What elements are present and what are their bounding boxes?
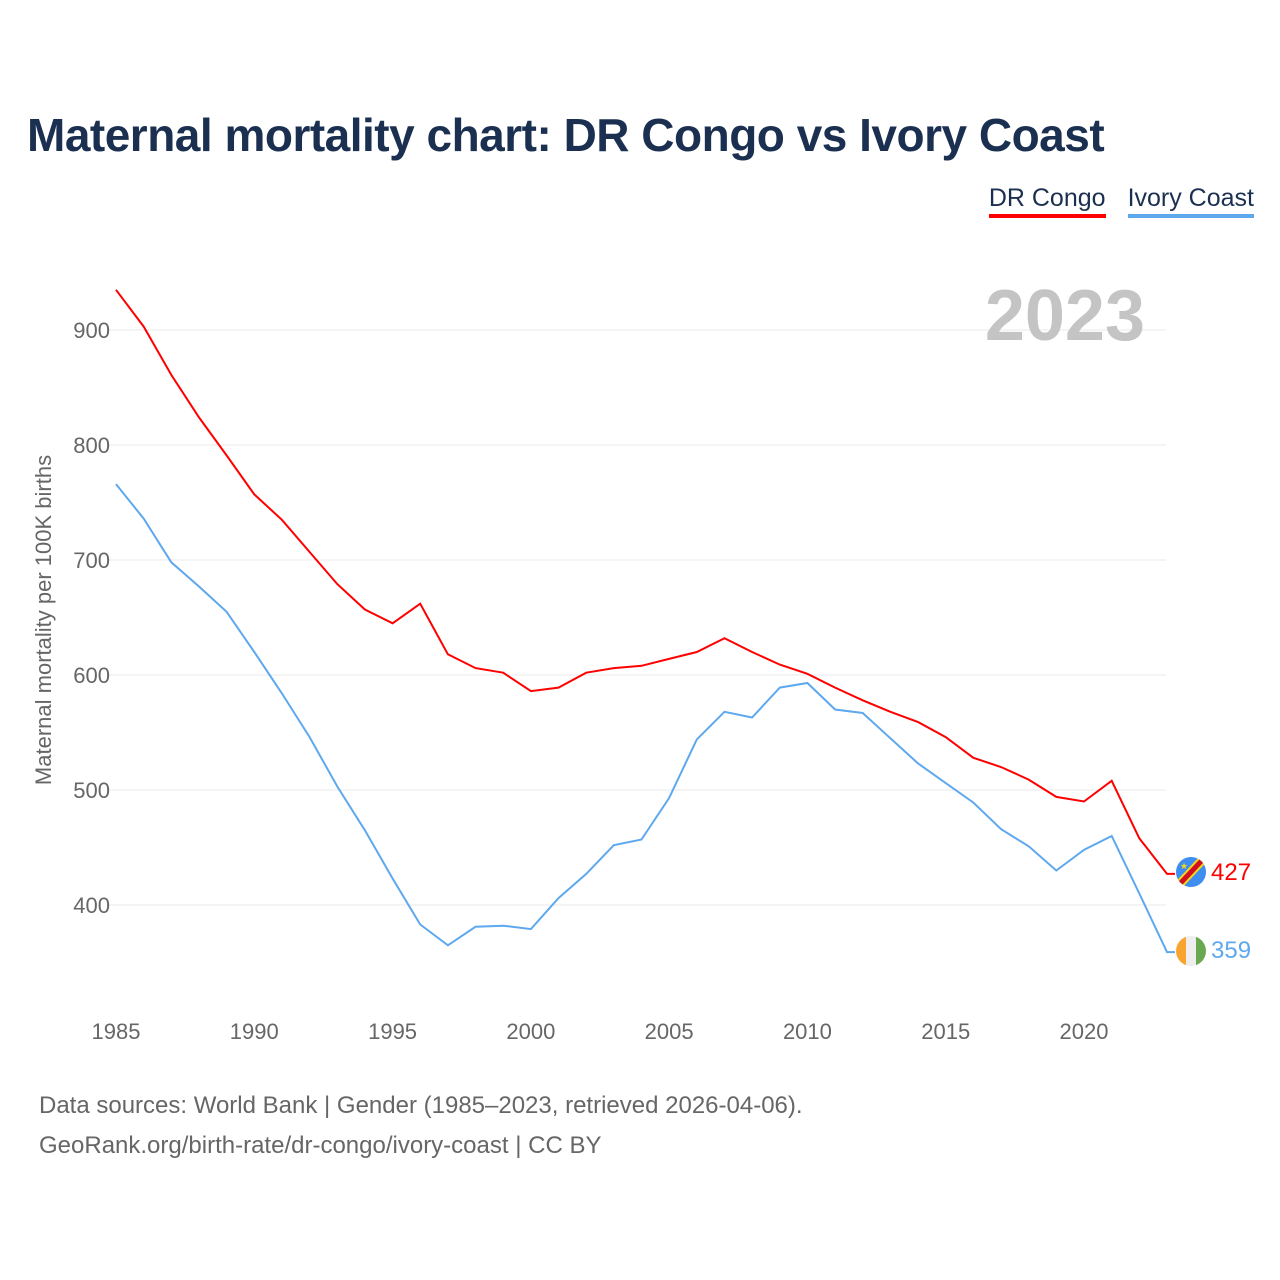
- x-tick-label: 2020: [1060, 1019, 1109, 1044]
- dr-congo-end-label: 427: [1211, 859, 1251, 886]
- x-tick-label: 2005: [645, 1019, 694, 1044]
- series-line-ivory-coast: [115, 483, 1175, 954]
- y-tick-label: 600: [73, 663, 110, 688]
- svg-text:★: ★: [1180, 861, 1188, 871]
- x-tick-label: 1985: [92, 1019, 141, 1044]
- x-tick-label: 1995: [368, 1019, 417, 1044]
- ivory-coast-flag-icon: [1176, 936, 1206, 966]
- ivory-coast-end-label: 359: [1211, 937, 1251, 964]
- year-watermark: 2023: [985, 276, 1145, 356]
- series-line-dr-congo: [115, 289, 1175, 875]
- legend: DR Congo Ivory Coast: [988, 184, 1254, 218]
- x-tick-label: 1990: [230, 1019, 279, 1044]
- x-tick-label: 2015: [921, 1019, 970, 1044]
- chart-title: Maternal mortality chart: DR Congo vs Iv…: [27, 109, 1105, 161]
- dr-congo-flag-icon: ★: [1176, 857, 1206, 887]
- y-tick-label: 800: [73, 433, 110, 458]
- x-tick-label: 2010: [783, 1019, 832, 1044]
- footer: Data sources: World Bank | Gender (1985–…: [39, 1086, 803, 1166]
- data-source-text: Data sources: World Bank | Gender (1985–…: [39, 1092, 803, 1119]
- x-tick-label: 2000: [506, 1019, 555, 1044]
- source-link[interactable]: GeoRank.org/birth-rate/dr-congo/ivory-co…: [39, 1132, 602, 1159]
- y-axis-label: Maternal mortality per 100K births: [31, 455, 56, 785]
- y-tick-label: 900: [73, 318, 110, 343]
- y-tick-label: 400: [73, 893, 110, 918]
- legend-dr-congo[interactable]: DR Congo: [988, 184, 1106, 218]
- legend-ivory-coast[interactable]: Ivory Coast: [1127, 184, 1254, 218]
- y-tick-label: 500: [73, 778, 110, 803]
- y-tick-label: 700: [73, 548, 110, 573]
